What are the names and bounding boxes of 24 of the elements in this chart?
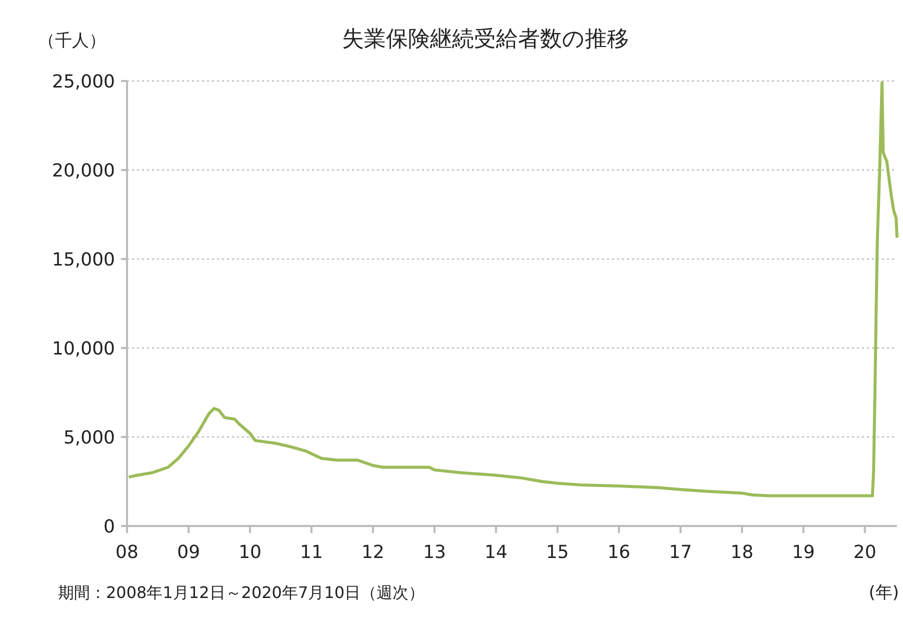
line-series [127, 81, 898, 498]
y-tick-label: 15,000 [52, 249, 115, 270]
y-tick-label: 5,000 [63, 427, 115, 448]
x-tick-label: 09 [177, 542, 200, 563]
y-tick-label: 10,000 [52, 338, 115, 360]
x-tick-label: 16 [607, 542, 630, 563]
y-tick-label: 25,000 [52, 71, 115, 92]
x-axis-title: (年) [868, 583, 899, 603]
x-tick-label: 20 [853, 542, 876, 563]
x-tick-label: 14 [484, 542, 508, 563]
x-tick-label: 12 [361, 542, 384, 563]
text: 期間：2008年1月12日～2020年7月10日（週次） [58, 583, 425, 602]
x-tick-label: 15 [546, 542, 569, 563]
x-tick-label: 17 [669, 542, 692, 563]
y-axis-title: （千人） [38, 31, 106, 51]
x-tick-label: 11 [300, 542, 323, 563]
x-tick-label: 18 [730, 542, 754, 563]
x-tick-label: 08 [116, 542, 138, 563]
y-tick-label: 0 [104, 516, 115, 538]
x-tick-label: 13 [423, 542, 446, 563]
x-tick-label: 19 [792, 542, 815, 563]
chart-title: 失業保険継続受給者数の推移 [342, 27, 629, 52]
y-tick-label: 20,000 [52, 160, 115, 182]
x-tick-label: 10 [238, 542, 262, 563]
